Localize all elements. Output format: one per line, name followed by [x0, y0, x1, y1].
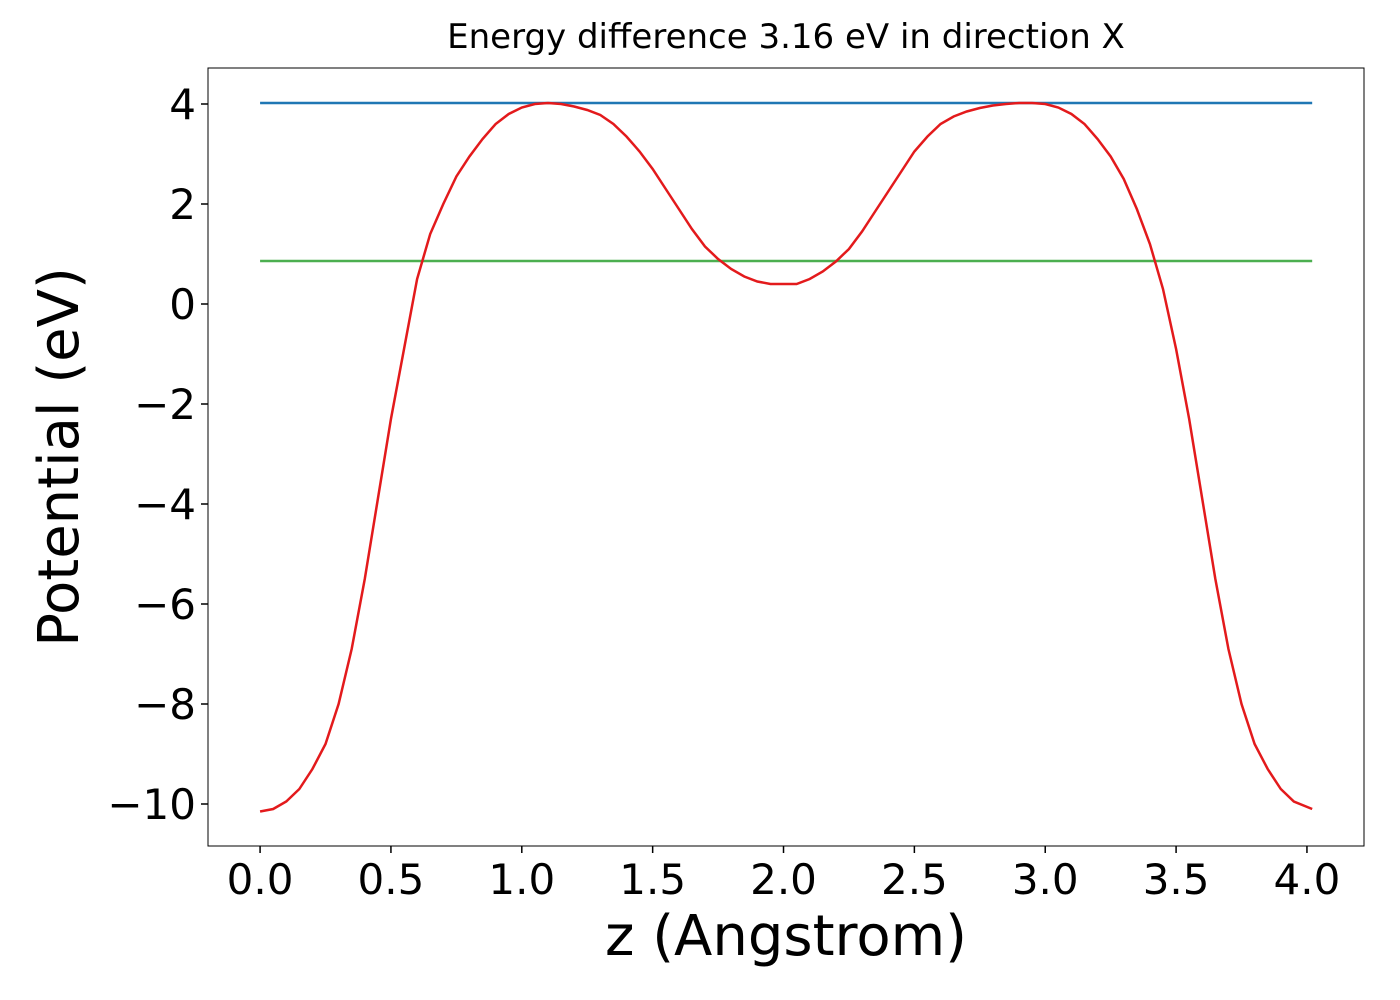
x-axis-label: z (Angstrom) [605, 904, 967, 969]
x-tick-label: 1.5 [619, 855, 686, 904]
y-tick-label: −10 [107, 780, 196, 829]
x-tick-label: 2.0 [750, 855, 817, 904]
x-tick-label: 2.5 [881, 855, 948, 904]
x-tick-label: 1.0 [488, 855, 555, 904]
y-tick-label: −2 [134, 380, 196, 429]
plot-frame [207, 67, 1365, 847]
y-axis-label: Potential (eV) [27, 267, 92, 647]
y-tick-label: 0 [169, 280, 196, 329]
x-tick-label: 3.0 [1012, 855, 1079, 904]
line-series [259, 101, 1313, 813]
x-tick-label: 0.0 [227, 855, 294, 904]
y-tick-label: −4 [134, 480, 196, 529]
x-tick-label: 3.5 [1143, 855, 1210, 904]
y-tick-label: 4 [169, 80, 196, 129]
y-tick-label: −6 [134, 580, 196, 629]
chart-title: Energy difference 3.16 eV in direction X [447, 17, 1125, 57]
y-tick-label: −8 [134, 680, 196, 729]
y-tick-label: 2 [169, 180, 196, 229]
x-tick-label: 0.5 [358, 855, 425, 904]
x-tick-label: 4.0 [1274, 855, 1341, 904]
